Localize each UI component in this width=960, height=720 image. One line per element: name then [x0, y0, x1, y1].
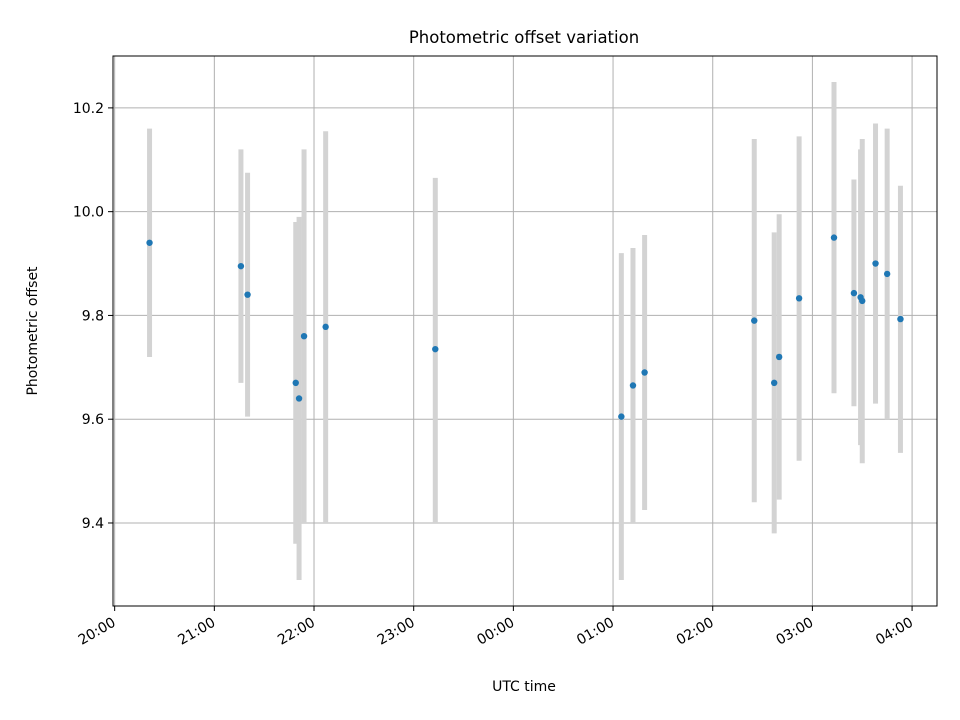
data-point: [850, 289, 858, 297]
data-point: [897, 315, 904, 323]
data-point: [859, 297, 866, 305]
data-point: [146, 239, 153, 246]
data-point: [795, 295, 803, 302]
data-point: [770, 379, 778, 387]
data-point: [432, 345, 439, 353]
y-tick-label: 9.6: [82, 412, 104, 428]
data-point: [641, 369, 648, 376]
data-point: [322, 323, 329, 331]
data-point: [618, 413, 625, 420]
chart-title: Photometric offset variation: [409, 28, 639, 47]
y-tick-label: 10.2: [73, 101, 104, 117]
data-points: [146, 234, 904, 420]
data-point: [872, 260, 879, 267]
y-tick-label: 9.8: [82, 308, 104, 324]
y-tick-label: 10.0: [73, 205, 104, 221]
data-point: [775, 353, 783, 361]
y-tick-label: 9.4: [82, 516, 104, 532]
axes-frame: [112, 55, 938, 607]
data-point: [292, 379, 299, 387]
data-point: [237, 262, 245, 270]
data-point: [244, 291, 251, 298]
data-point: [830, 234, 838, 241]
data-point: [751, 317, 758, 324]
data-point: [629, 382, 637, 389]
data-point: [295, 395, 303, 402]
data-point: [883, 270, 891, 278]
y-axis-label: Photometric offset: [25, 266, 41, 396]
data-point: [300, 332, 308, 340]
x-axis-label: UTC time: [492, 679, 556, 695]
